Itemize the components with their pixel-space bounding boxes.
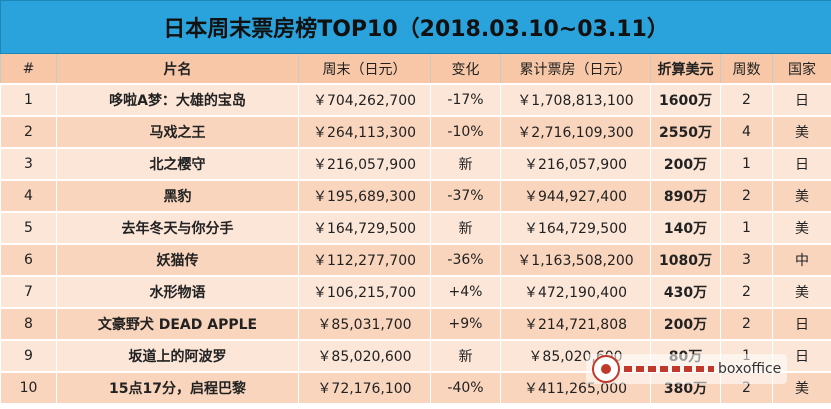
cell-rank: 6 bbox=[0, 243, 57, 277]
cell-country: 美 bbox=[771, 371, 831, 405]
cell-total: ￥472,190,400 bbox=[500, 275, 651, 309]
cell-country: 日 bbox=[771, 307, 831, 341]
cell-total: ￥1,708,813,100 bbox=[500, 83, 651, 117]
cell-total: ￥216,057,900 bbox=[500, 147, 651, 181]
cell-weeks: 1 bbox=[720, 211, 773, 245]
cell-total: ￥85,020,600 bbox=[500, 339, 651, 373]
watermark: boxoffice bbox=[586, 354, 788, 384]
cell-weeks: 4 bbox=[720, 115, 773, 149]
cell-weeks: 2 bbox=[720, 179, 773, 213]
cell-country: 美 bbox=[771, 179, 831, 213]
cell-usd: 430万 bbox=[650, 275, 721, 309]
header-country: 国家 bbox=[771, 53, 831, 85]
cell-rank: 4 bbox=[0, 179, 57, 213]
cell-total: ￥2,716,109,300 bbox=[500, 115, 651, 149]
cell-usd: 890万 bbox=[650, 179, 721, 213]
cell-weeks: 2 bbox=[720, 307, 773, 341]
cell-rank: 9 bbox=[0, 339, 57, 373]
cell-name: 水形物语 bbox=[56, 275, 299, 309]
cell-weekend: ￥195,689,300 bbox=[298, 179, 431, 213]
cell-usd: 2550万 bbox=[650, 115, 721, 149]
cell-change: -17% bbox=[430, 83, 501, 117]
cell-change: 新 bbox=[430, 339, 501, 373]
table-row: 4 黑豹 ￥195,689,300 -37% ￥944,927,400 890万… bbox=[0, 179, 831, 213]
table-row: 10 15点17分，启程巴黎 ￥72,176,100 -40% ￥411,265… bbox=[0, 371, 831, 405]
cell-weekend: ￥85,031,700 bbox=[298, 307, 431, 341]
watermark-text: boxoffice bbox=[718, 361, 782, 377]
cell-weeks: 3 bbox=[720, 243, 773, 277]
cell-country: 美 bbox=[771, 211, 831, 245]
cell-rank: 3 bbox=[0, 147, 57, 181]
cell-name: 马戏之王 bbox=[56, 115, 299, 149]
cell-name: 去年冬天与你分手 bbox=[56, 211, 299, 245]
cell-name: 妖猫传 bbox=[56, 243, 299, 277]
cell-country: 美 bbox=[771, 115, 831, 149]
header-weekend: 周末（日元） bbox=[298, 53, 431, 85]
cell-weekend: ￥112,277,700 bbox=[298, 243, 431, 277]
header-usd: 折算美元 bbox=[650, 53, 721, 85]
cell-country: 日 bbox=[771, 147, 831, 181]
table-row: 1 哆啦A梦：大雄的宝岛 ￥704,262,700 -17% ￥1,708,81… bbox=[0, 83, 831, 117]
cell-change: -10% bbox=[430, 115, 501, 149]
header-total: 累计票房（日元） bbox=[500, 53, 651, 85]
cell-country: 日 bbox=[771, 83, 831, 117]
cell-weeks: 2 bbox=[720, 275, 773, 309]
cell-weekend: ￥72,176,100 bbox=[298, 371, 431, 405]
cell-usd: 1600万 bbox=[650, 83, 721, 117]
cell-country: 美 bbox=[771, 275, 831, 309]
cell-country: 中 bbox=[771, 243, 831, 277]
cell-weekend: ￥704,262,700 bbox=[298, 83, 431, 117]
cell-usd: 140万 bbox=[650, 211, 721, 245]
cell-change: 新 bbox=[430, 211, 501, 245]
cell-weekend: ￥164,729,500 bbox=[298, 211, 431, 245]
cell-total: ￥214,721,808 bbox=[500, 307, 651, 341]
cell-rank: 7 bbox=[0, 275, 57, 309]
cell-usd: 200万 bbox=[650, 307, 721, 341]
cell-rank: 8 bbox=[0, 307, 57, 341]
cell-change: 新 bbox=[430, 147, 501, 181]
cell-weekend: ￥106,215,700 bbox=[298, 275, 431, 309]
cell-name: 文豪野犬 DEAD APPLE bbox=[56, 307, 299, 341]
cell-weeks: 1 bbox=[720, 147, 773, 181]
cell-name: 15点17分，启程巴黎 bbox=[56, 371, 299, 405]
cell-change: -36% bbox=[430, 243, 501, 277]
cell-weekend: ￥216,057,900 bbox=[298, 147, 431, 181]
cell-rank: 2 bbox=[0, 115, 57, 149]
cell-change: -37% bbox=[430, 179, 501, 213]
cell-usd: 1080万 bbox=[650, 243, 721, 277]
cell-weekend: ￥264,113,300 bbox=[298, 115, 431, 149]
watermark-obscured-text bbox=[624, 366, 714, 372]
table-row: 6 妖猫传 ￥112,277,700 -36% ￥1,163,508,200 1… bbox=[0, 243, 831, 277]
cell-rank: 5 bbox=[0, 211, 57, 245]
cell-usd: 200万 bbox=[650, 147, 721, 181]
cell-total: ￥164,729,500 bbox=[500, 211, 651, 245]
wechat-logo-icon bbox=[592, 355, 620, 383]
header-rank: # bbox=[0, 53, 57, 85]
table-title: 日本周末票房榜TOP10（2018.03.10~03.11） bbox=[0, 0, 831, 54]
cell-total: ￥944,927,400 bbox=[500, 179, 651, 213]
table-row: 2 马戏之王 ￥264,113,300 -10% ￥2,716,109,300 … bbox=[0, 115, 831, 149]
cell-change: -40% bbox=[430, 371, 501, 405]
cell-change: +4% bbox=[430, 275, 501, 309]
cell-weekend: ￥85,020,600 bbox=[298, 339, 431, 373]
cell-name: 坂道上的阿波罗 bbox=[56, 339, 299, 373]
cell-name: 北之樱守 bbox=[56, 147, 299, 181]
cell-rank: 10 bbox=[0, 371, 57, 405]
table-row: 3 北之樱守 ￥216,057,900 新 ￥216,057,900 200万 … bbox=[0, 147, 831, 181]
cell-weeks: 2 bbox=[720, 83, 773, 117]
cell-name: 黑豹 bbox=[56, 179, 299, 213]
header-name: 片名 bbox=[56, 53, 299, 85]
cell-change: +9% bbox=[430, 307, 501, 341]
table-row: 8 文豪野犬 DEAD APPLE ￥85,031,700 +9% ￥214,7… bbox=[0, 307, 831, 341]
table-row: 7 水形物语 ￥106,215,700 +4% ￥472,190,400 430… bbox=[0, 275, 831, 309]
cell-name: 哆啦A梦：大雄的宝岛 bbox=[56, 83, 299, 117]
cell-total: ￥1,163,508,200 bbox=[500, 243, 651, 277]
cell-rank: 1 bbox=[0, 83, 57, 117]
header-weeks: 周数 bbox=[720, 53, 773, 85]
table-row: 5 去年冬天与你分手 ￥164,729,500 新 ￥164,729,500 1… bbox=[0, 211, 831, 245]
header-change: 变化 bbox=[430, 53, 501, 85]
